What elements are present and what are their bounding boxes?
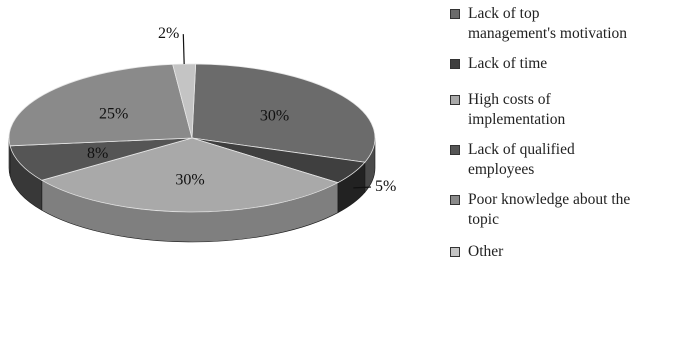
- legend: Lack of top management's motivation Lack o…: [448, 4, 682, 262]
- legend-swatch-3: [450, 145, 460, 155]
- data-label-0: 30%: [260, 108, 289, 125]
- legend-item-1: Lack of time: [448, 54, 682, 74]
- legend-label-3-line-1: employees: [468, 161, 535, 178]
- legend-item-0: Lack of top management's motivation: [448, 4, 682, 44]
- legend-label-1-line-0: Lack of time: [468, 55, 548, 72]
- pie-slice-4: [8, 63, 193, 147]
- legend-swatch-0: [450, 9, 460, 19]
- pie-slice-0: [191, 63, 376, 163]
- leader-line-1: [353, 186, 372, 189]
- leader-line-5: [182, 34, 185, 65]
- legend-item-4: Poor knowledge about the topic: [448, 190, 682, 230]
- legend-swatch-1: [450, 59, 460, 69]
- pie-slice-3: [9, 137, 193, 181]
- legend-label-0-line-1: management's motivation: [468, 25, 628, 42]
- legend-item-5: Other: [448, 242, 682, 262]
- legend-label-2-line-0: High costs of: [468, 91, 551, 108]
- data-label-4: 25%: [99, 105, 128, 122]
- legend-item-3: Lack of qualified employees: [448, 140, 682, 180]
- legend-label-4-line-1: topic: [468, 211, 499, 228]
- legend-label-3-line-0: Lack of qualified: [468, 141, 575, 158]
- legend-label-5-line-0: Other: [468, 243, 504, 260]
- data-label-1: 5%: [375, 178, 396, 195]
- legend-swatch-4: [450, 195, 460, 205]
- data-label-5: 2%: [158, 25, 179, 42]
- legend-label-0-line-0: Lack of top: [468, 5, 540, 22]
- legend-label-4-line-0: Poor knowledge about the: [468, 191, 631, 208]
- legend-item-2: High costs of implementation: [448, 90, 682, 130]
- legend-swatch-5: [450, 247, 460, 257]
- data-label-2: 30%: [175, 172, 204, 189]
- data-label-3: 8%: [87, 145, 108, 162]
- legend-swatch-2: [450, 95, 460, 105]
- pie-slice-5: [172, 63, 197, 139]
- pie-slice-2: [40, 137, 339, 213]
- legend-label-2-line-1: implementation: [468, 111, 566, 128]
